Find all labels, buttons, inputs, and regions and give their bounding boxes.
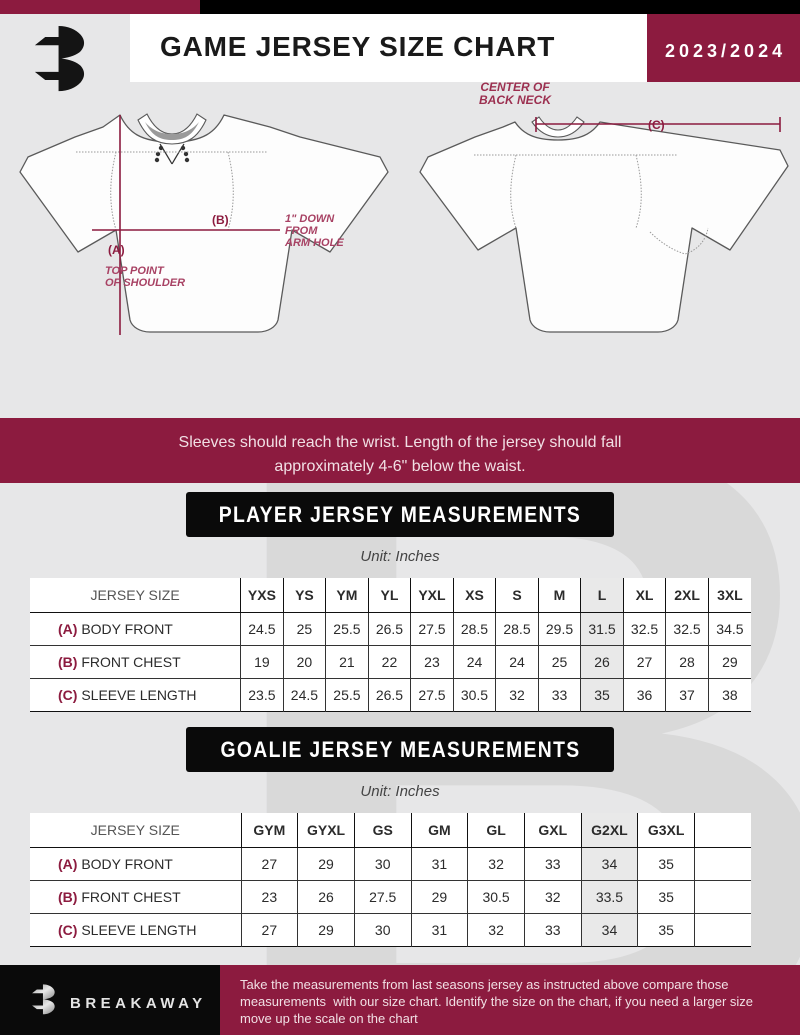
svg-text:CENTER OF: CENTER OF [480, 80, 550, 94]
svg-text:ARM HOLE: ARM HOLE [284, 237, 344, 249]
svg-text:(C): (C) [648, 118, 665, 132]
svg-text:BACK NECK: BACK NECK [479, 93, 552, 107]
svg-text:(A): (A) [108, 243, 125, 257]
svg-text:OF SHOULDER: OF SHOULDER [105, 277, 185, 289]
svg-text:FROM: FROM [285, 225, 318, 237]
svg-text:TOP POINT: TOP POINT [105, 265, 165, 277]
svg-text:(B): (B) [212, 213, 229, 227]
svg-text:1" DOWN: 1" DOWN [285, 213, 335, 225]
